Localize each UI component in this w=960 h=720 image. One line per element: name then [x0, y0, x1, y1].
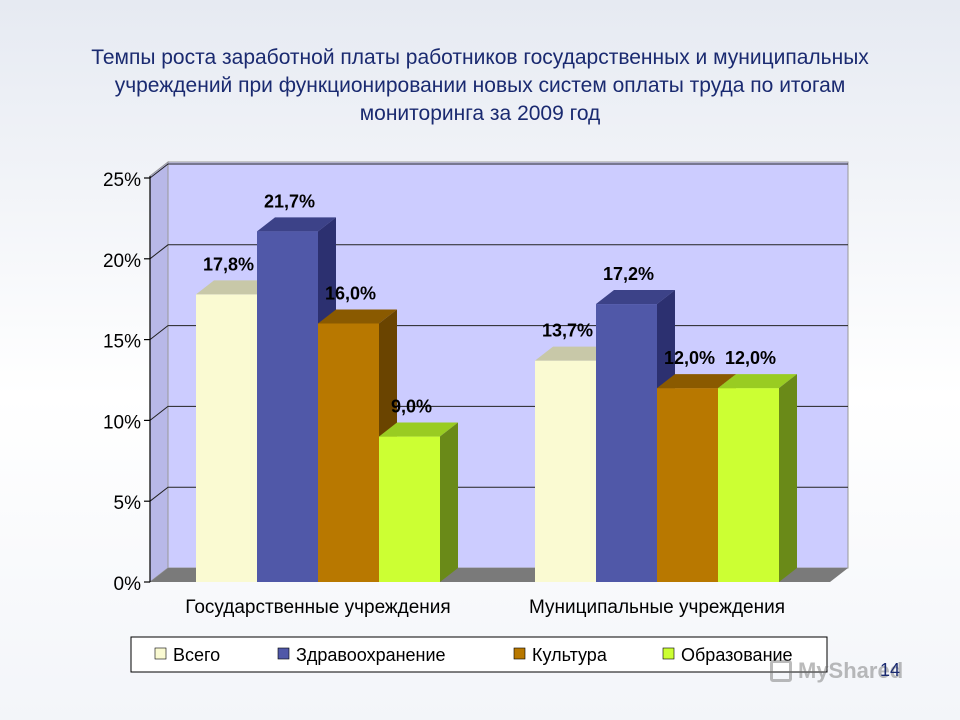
legend-label: Всего	[173, 645, 220, 665]
y-tick-label: 20%	[103, 251, 141, 272]
y-tick-label: 25%	[103, 170, 141, 191]
bars	[196, 217, 797, 582]
data-label: 12,0%	[725, 348, 776, 368]
bar-top	[318, 309, 397, 324]
legend-box	[130, 636, 828, 673]
watermark-text: MyShared	[798, 658, 904, 683]
data-label: 13,7%	[542, 321, 593, 341]
data-label: 17,2%	[603, 264, 654, 284]
bar	[718, 388, 779, 582]
y-axis: 0% 5% 10% 15% 20% 25%	[103, 170, 151, 595]
bar-top	[718, 374, 797, 389]
y-tick-label: 5%	[114, 493, 142, 514]
bar	[596, 304, 657, 582]
slide-number: 14	[880, 660, 901, 680]
legend-swatch	[513, 647, 526, 660]
bar	[379, 436, 440, 582]
data-label: 9,0%	[391, 397, 432, 417]
bar-top	[535, 346, 614, 361]
bar-top	[379, 422, 458, 437]
bar	[535, 360, 596, 582]
bar	[257, 231, 318, 582]
bar	[196, 294, 257, 582]
gridline	[149, 163, 848, 179]
gridline	[149, 244, 848, 260]
x-category-label: Государственные учреждения	[185, 597, 450, 618]
bar-side	[440, 422, 458, 582]
data-label: 12,0%	[664, 348, 715, 368]
data-label: 17,8%	[203, 254, 254, 274]
legend-swatch	[154, 647, 167, 660]
plot-side-wall	[149, 160, 169, 584]
bar-top	[596, 290, 675, 305]
legend-label: Здравоохранение	[296, 645, 446, 665]
legend-label: Культура	[532, 645, 608, 665]
bar-top	[196, 280, 275, 295]
bar-side	[779, 374, 797, 582]
data-label: 21,7%	[264, 191, 315, 211]
bar-top	[257, 217, 336, 232]
legend: Всего Здравоохранение Культура Образование	[130, 636, 828, 673]
y-tick-label: 15%	[103, 332, 141, 353]
data-labels: 17,8% 21,7% 16,0% 9,0% 13,7% 17,2% 12,0% 12,0%	[203, 191, 776, 416]
bar	[318, 323, 379, 582]
chart-title: Темпы роста заработной платы работников …	[91, 46, 869, 125]
legend-label: Образование	[681, 645, 793, 665]
data-label: 16,0%	[325, 283, 376, 303]
legend-swatch	[277, 647, 290, 660]
y-tick-label: 10%	[103, 412, 141, 433]
x-category-label: Муниципальные учреждения	[529, 597, 785, 618]
logo-icon	[770, 660, 792, 682]
y-tick-label: 0%	[114, 574, 142, 595]
x-axis: Государственные учреждения Муниципальные …	[185, 597, 785, 618]
bar-top	[657, 374, 736, 389]
legend-swatch	[662, 647, 675, 660]
watermark-logo: MyShared	[770, 658, 903, 684]
bar	[657, 388, 718, 582]
